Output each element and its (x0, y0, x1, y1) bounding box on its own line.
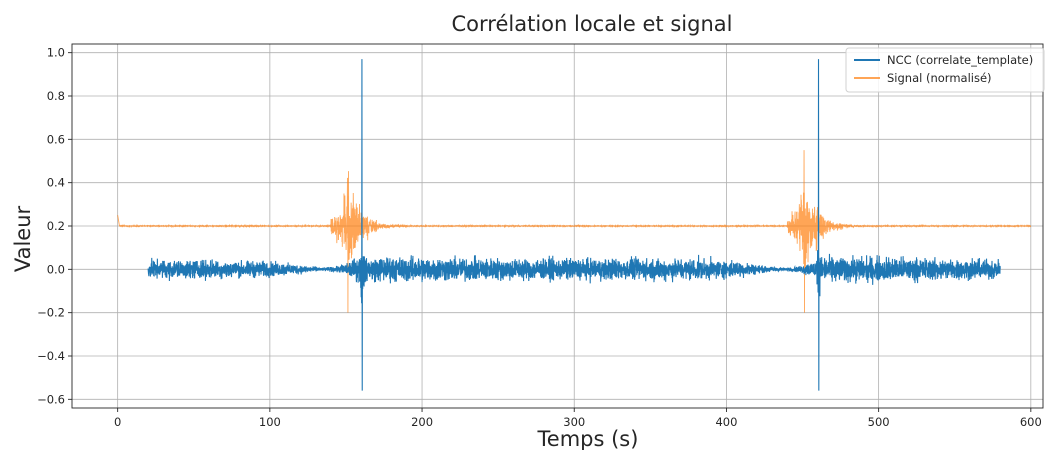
x-tick-label: 400 (715, 415, 737, 429)
x-tick-label: 600 (1020, 415, 1042, 429)
y-tick-label: 1.0 (47, 46, 65, 60)
y-axis-label: Valeur (11, 205, 35, 272)
y-tick-label: 0.4 (47, 176, 65, 190)
y-tick-label: 0.8 (47, 89, 65, 103)
legend-box (845, 47, 1045, 93)
x-axis-label: Temps (s) (537, 427, 639, 450)
x-tick-label: 500 (868, 415, 890, 429)
legend-label-ncc: NCC (correlate_template) (887, 53, 1033, 67)
series-line-ncc (147, 59, 1001, 391)
x-tick-label: 300 (563, 415, 585, 429)
y-tick-label: −0.4 (37, 349, 65, 363)
series-line-signal (117, 150, 1032, 313)
x-tick-label: 200 (411, 415, 433, 429)
series-layer (117, 59, 1032, 391)
y-tick-label: −0.6 (37, 392, 65, 406)
x-tick-label: 0 (114, 415, 121, 429)
y-tick-label: −0.2 (37, 306, 65, 320)
chart-legend: NCC (correlate_template) Signal (normali… (845, 47, 1045, 93)
y-tick-label: 0.6 (47, 132, 65, 146)
y-tick-label: 0.0 (47, 262, 65, 276)
legend-label-signal: Signal (normalisé) (887, 71, 992, 85)
ticks: 0 100 200 300 400 500 600 −0.6 −0.4 −0.2 0.0 0.2 0.4… (37, 46, 1042, 429)
x-tick-label: 100 (259, 415, 281, 429)
y-tick-label: 0.2 (47, 219, 65, 233)
chart-title: Corrélation locale et signal (452, 12, 733, 36)
